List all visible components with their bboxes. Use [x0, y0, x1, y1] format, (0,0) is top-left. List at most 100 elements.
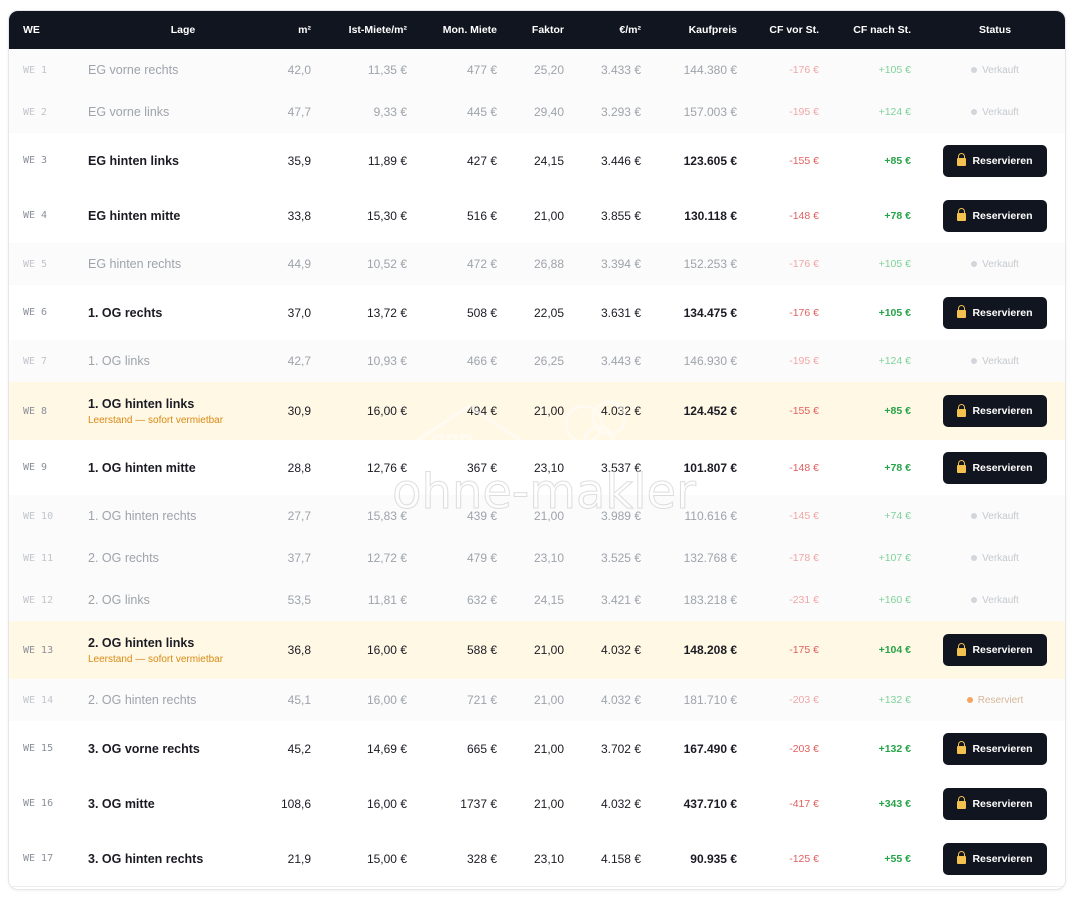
reserve-button[interactable]: Reservieren — [943, 634, 1047, 666]
area-m2: 21,9 — [287, 851, 311, 866]
unit-id: WE 5 — [23, 258, 48, 270]
unit-id: WE 6 — [23, 307, 48, 318]
status-cell: Reservieren — [937, 831, 1053, 886]
unit-id: WE 3 — [23, 155, 48, 166]
table-row: WE 7 42,7 10,93 € 466 € 26,25 3.443 € 146.930 … — [9, 340, 1065, 383]
rent-per-m2: 15,00 € — [366, 851, 407, 866]
cashflow-before-tax: -155 € — [789, 405, 819, 417]
header-lage: Lage — [170, 24, 196, 36]
location-cell: 1. OG hinten links Leerstand — sofort ver… — [88, 382, 278, 440]
cashflow-after-tax: +85 € — [884, 154, 911, 167]
factor: 26,88 — [533, 257, 564, 271]
location-cell: 2. OG hinten rechts — [88, 679, 278, 721]
status-dot-icon — [971, 67, 978, 73]
status-cell: Reservieren — [937, 440, 1053, 495]
rent-per-m2: 15,30 € — [366, 208, 407, 223]
unit-id: WE 9 — [23, 462, 48, 473]
purchase-price: 183.218 € — [683, 593, 737, 607]
monthly-rent: 439 € — [466, 509, 497, 523]
monthly-rent: 665 € — [466, 741, 497, 756]
table-row: WE 12 53,5 11,81 € 632 € 24,15 3.421 € 183.218… — [9, 579, 1065, 622]
cashflow-after-tax: +74 € — [884, 510, 911, 522]
table-row: WE 14 45,1 16,00 € 721 € 21,00 4.032 € 181.710… — [9, 679, 1065, 722]
purchase-price: 144.380 € — [683, 63, 737, 77]
unit-id: WE 1 — [23, 64, 48, 76]
rent-per-m2: 14,69 € — [366, 741, 407, 756]
factor: 21,00 — [533, 509, 564, 523]
area-m2: 33,8 — [287, 208, 311, 223]
rent-per-m2: 9,33 € — [373, 105, 407, 119]
cashflow-before-tax: -231 € — [789, 594, 819, 606]
cashflow-after-tax: +132 € — [878, 694, 911, 706]
vacancy-note: Leerstand — sofort vermietbar — [88, 414, 224, 426]
price-per-m2: 4.032 € — [600, 693, 641, 707]
price-per-m2: 3.446 € — [600, 153, 641, 168]
unit-id: WE 10 — [23, 510, 54, 522]
purchase-price: 110.616 € — [684, 509, 738, 523]
reserve-button[interactable]: Reservieren — [943, 787, 1047, 820]
purchase-price: 123.605 € — [683, 153, 737, 168]
reserve-label: Reservieren — [972, 154, 1033, 167]
area-m2: 45,2 — [287, 741, 311, 756]
location-cell: 2. OG hinten links Leerstand — sofort ver… — [88, 621, 278, 679]
reserve-button[interactable]: Reservieren — [943, 199, 1047, 232]
reserve-button[interactable]: Reservieren — [943, 732, 1047, 765]
cashflow-after-tax: +78 € — [884, 461, 911, 474]
table-row: WE 6 37,0 13,72 € 508 € 22,05 3.631 € 134.475 … — [9, 285, 1065, 341]
reserve-button[interactable]: Reservieren — [943, 395, 1047, 427]
status-cell: Verkauft — [937, 243, 1053, 285]
header-we: WE — [23, 24, 40, 36]
cashflow-after-tax: +343 € — [878, 797, 911, 810]
lock-icon — [957, 642, 967, 656]
cashflow-before-tax: -417 € — [789, 797, 819, 810]
rent-per-m2: 10,93 € — [366, 354, 407, 368]
table-header: WE Lage m² Ist-Miete/m² Mon. Miete Fakto… — [9, 11, 1065, 49]
reserve-button[interactable]: Reservieren — [943, 842, 1047, 875]
purchase-price: 134.475 € — [683, 305, 737, 320]
header-m2: m² — [298, 24, 311, 36]
header-faktor: Faktor — [531, 24, 564, 36]
status-badge: Reserviert — [966, 695, 1023, 706]
factor: 21,00 — [533, 796, 564, 811]
reserve-label: Reservieren — [972, 797, 1033, 810]
location-cell: 3. OG hinten rechts — [88, 831, 278, 886]
status-cell: Reservieren — [937, 188, 1053, 243]
price-per-m2: 3.433 € — [600, 63, 641, 77]
reserve-label: Reservieren — [972, 644, 1033, 656]
location-cell: 3. OG vorne rechts — [88, 721, 278, 776]
status-dot-icon — [971, 555, 978, 561]
location-label: 3. OG vorne rechts — [88, 741, 200, 756]
area-m2: 42,0 — [287, 63, 311, 77]
area-m2: 53,5 — [287, 593, 311, 607]
area-m2: 37,0 — [287, 305, 311, 320]
status-badge: Verkauft — [971, 553, 1019, 564]
price-per-m2: 3.631 € — [600, 305, 641, 320]
table-row: WE 3 35,9 11,89 € 427 € 24,15 3.446 € 123.605 … — [9, 133, 1065, 189]
location-cell: 3. OG mitte — [88, 776, 278, 831]
unit-id: WE 7 — [23, 355, 48, 367]
status-label: Verkauft — [982, 106, 1019, 118]
purchase-price: 167.490 € — [683, 741, 737, 756]
monthly-rent: 477 € — [466, 63, 497, 77]
area-m2: 108,6 — [280, 796, 311, 811]
status-dot-icon — [971, 261, 978, 267]
status-dot-icon — [966, 697, 973, 703]
reserve-button[interactable]: Reservieren — [943, 451, 1047, 484]
cashflow-before-tax: -125 € — [789, 852, 819, 865]
area-m2: 27,7 — [287, 509, 311, 523]
reserve-button[interactable]: Reservieren — [943, 296, 1047, 329]
header-eur-m2: €/m² — [619, 24, 641, 36]
rent-per-m2: 16,00 € — [366, 643, 407, 657]
cashflow-after-tax: +78 € — [884, 209, 911, 222]
lock-icon — [957, 153, 967, 166]
cashflow-after-tax: +124 € — [878, 355, 911, 367]
area-m2: 44,9 — [287, 257, 311, 271]
reserve-button[interactable]: Reservieren — [943, 144, 1047, 177]
factor: 25,20 — [533, 63, 564, 77]
lock-icon — [957, 460, 967, 473]
price-per-m2: 4.032 € — [600, 796, 641, 811]
rent-per-m2: 11,35 € — [367, 63, 407, 77]
rent-per-m2: 15,83 € — [366, 509, 407, 523]
price-per-m2: 3.421 € — [600, 593, 641, 607]
monthly-rent: 588 € — [466, 643, 497, 657]
